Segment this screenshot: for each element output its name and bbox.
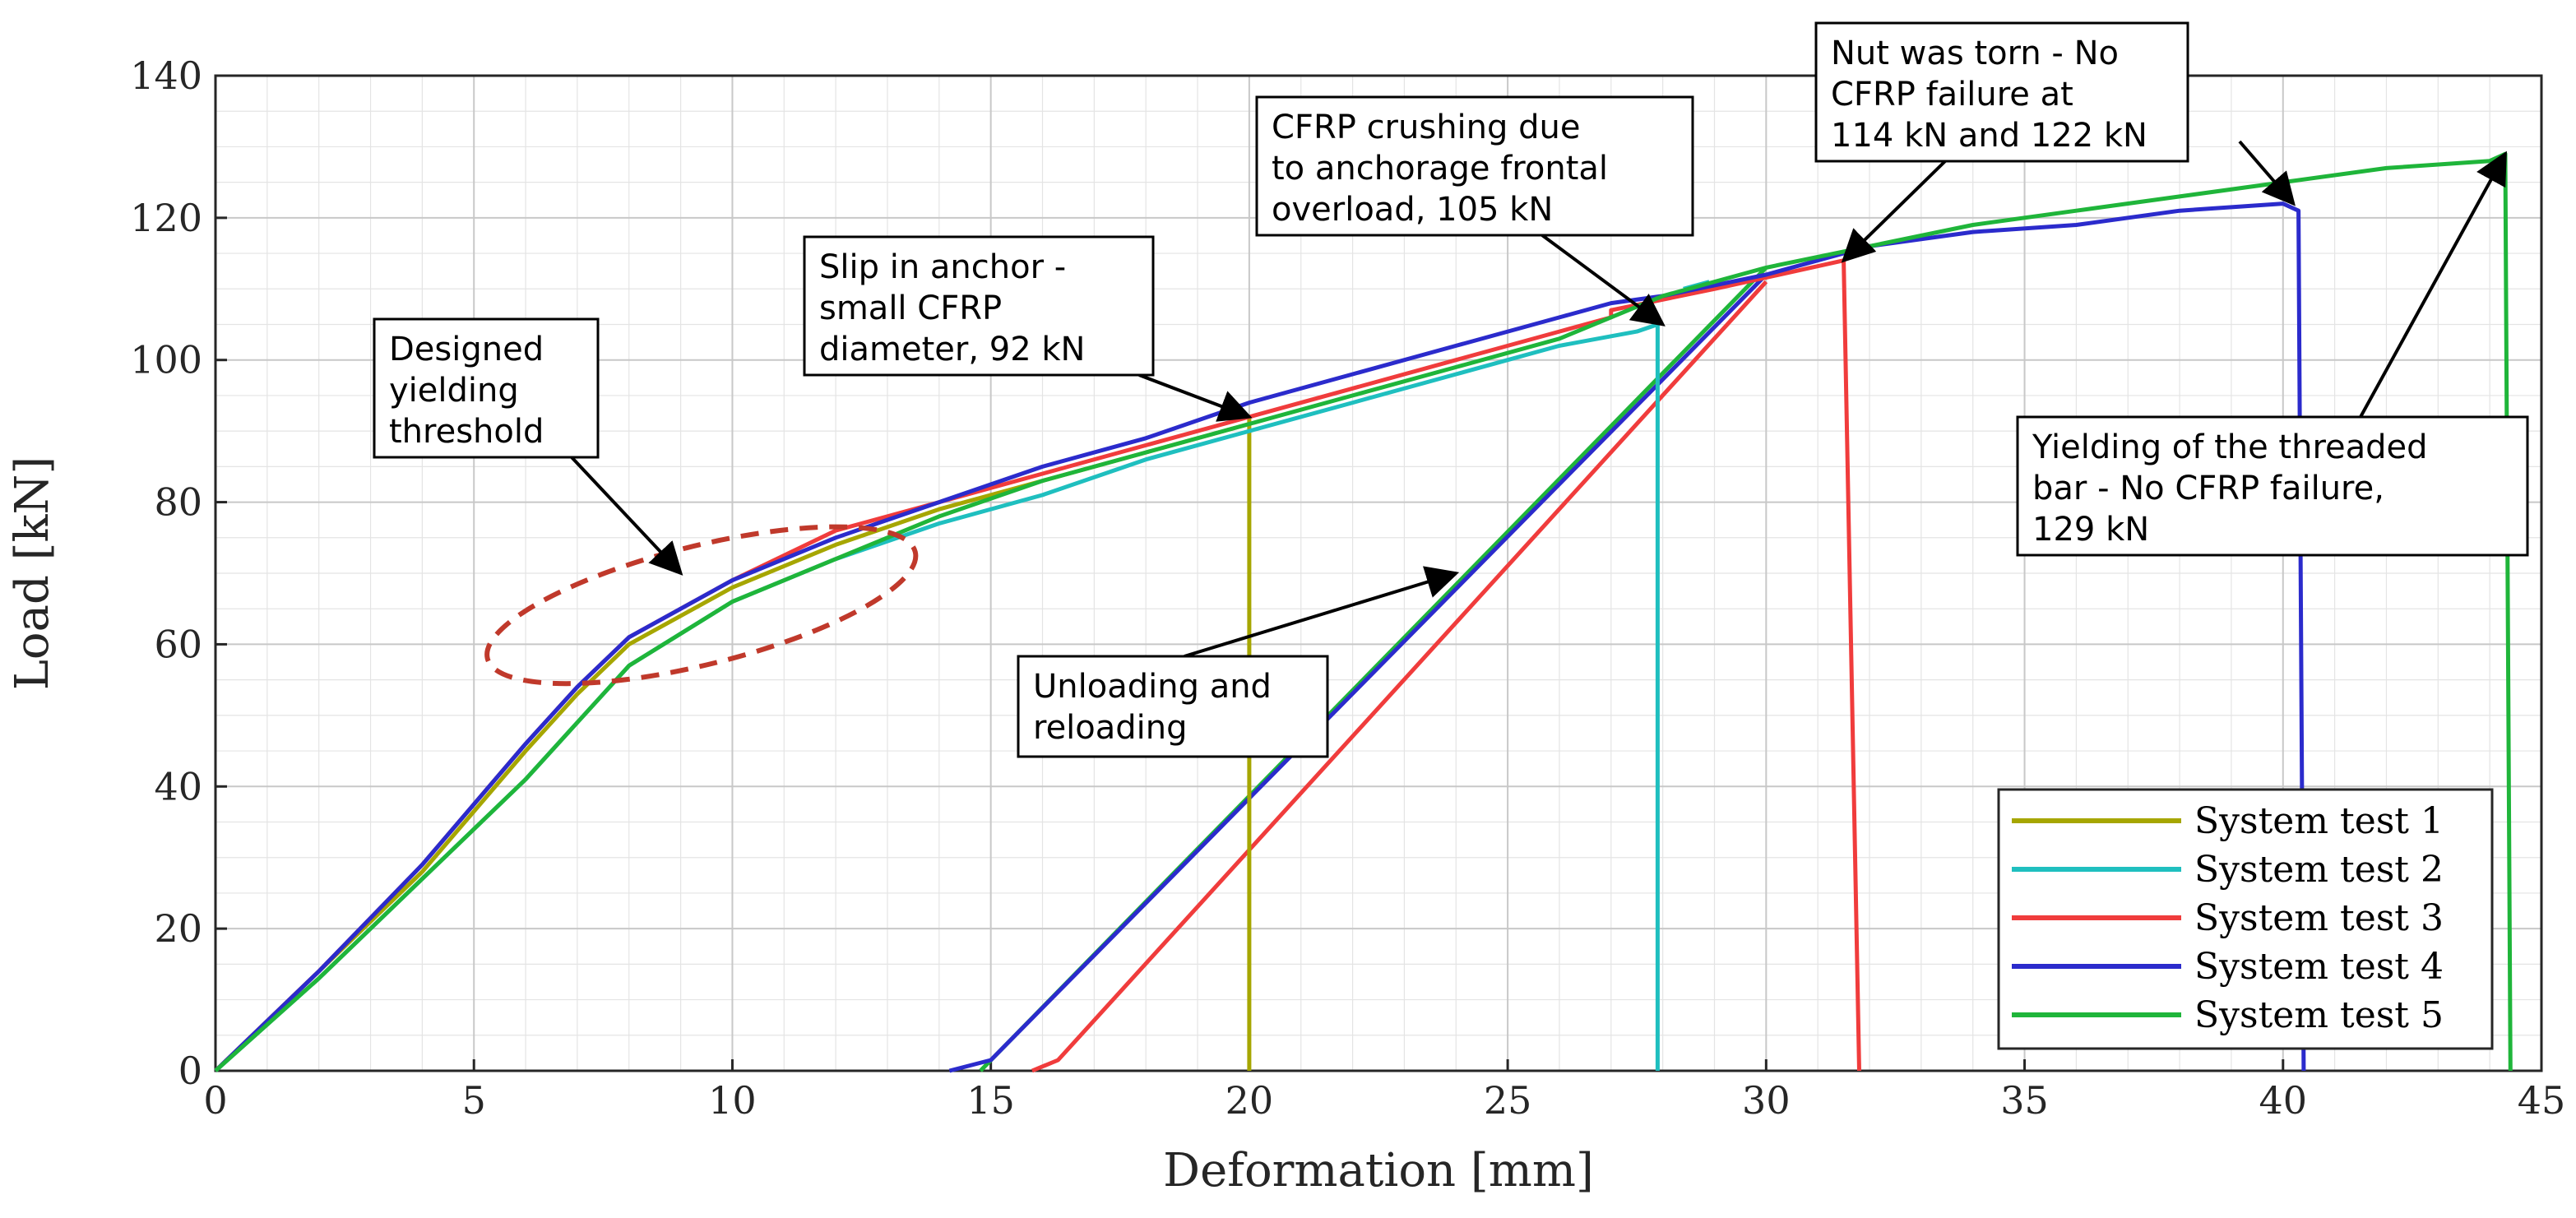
annotation-text: yielding [389, 372, 519, 410]
x-tick-label: 40 [2259, 1078, 2308, 1123]
annotation-text: CFRP crushing due [1272, 109, 1580, 146]
annotation-box [1017, 655, 1329, 758]
annotation-arrow [1184, 566, 1460, 658]
x-tick-label: 45 [2518, 1078, 2566, 1123]
annotation-arrow [570, 456, 683, 576]
annotation-arrow [1541, 234, 1666, 326]
x-tick-label: 30 [1742, 1078, 1791, 1123]
y-tick-label: 120 [130, 196, 202, 240]
tick-labels: 0 5 10 15 20 25 30 35 40 45 0 20 40 60 80 100 120 140 [130, 53, 2565, 1123]
annotation-text: CFRP failure at [1831, 76, 2073, 113]
annotation-text: Unloading and [1033, 668, 1272, 706]
x-axis-title: Deformation [mm] [1163, 1144, 1594, 1197]
x-tick-label: 0 [203, 1078, 227, 1123]
annotation-box [803, 235, 1155, 377]
legend-label: System test 3 [2194, 897, 2444, 939]
annotation-box [1255, 95, 1694, 237]
annotation-text: 129 kN [2032, 511, 2149, 549]
annotation-text: small CFRP [819, 289, 1002, 327]
legend-label: System test 2 [2194, 849, 2444, 891]
annotation-text: Designed [389, 331, 544, 368]
y-tick-label: 140 [130, 53, 202, 98]
y-tick-label: 60 [154, 622, 202, 666]
annotation-text: reloading [1033, 709, 1188, 747]
y-tick-label: 0 [178, 1049, 202, 1093]
annotation-box [373, 317, 600, 459]
x-tick-label: 10 [708, 1078, 757, 1123]
y-axis-title: Load [kN] [6, 456, 59, 691]
annotation-text: overload, 105 kN [1272, 191, 1553, 229]
annotation-arrows [570, 140, 2507, 658]
annotation-box [1814, 21, 2189, 163]
legend: System test 1 System test 2 System test 3 S… [1997, 788, 2494, 1050]
annotation-arrow [2359, 151, 2507, 418]
series-lines [214, 151, 2513, 1073]
annotation-arrow [2238, 140, 2296, 206]
plot-frame [214, 74, 2543, 1072]
x-tick-label: 20 [1225, 1078, 1274, 1123]
unload-reload-line [948, 273, 1768, 1073]
annotation-arrow [1841, 160, 1947, 263]
series-line-4 [214, 201, 2306, 1072]
y-tick-label: 80 [154, 480, 202, 525]
x-tick-label: 25 [1484, 1078, 1532, 1123]
x-tick-label: 35 [2000, 1078, 2049, 1123]
annotation-text: threshold [389, 413, 544, 451]
annotation-text: Slip in anchor - [819, 248, 1066, 286]
annotation-text: Nut was torn - No [1831, 35, 2119, 72]
x-tick-label: 5 [462, 1078, 486, 1123]
annotation-text: to anchorage frontal [1272, 150, 1608, 188]
annotation-box [2016, 415, 2529, 557]
annotation-text: bar - No CFRP failure, [2032, 470, 2384, 507]
y-tick-label: 20 [154, 906, 202, 951]
annotation-text: diameter, 92 kN [819, 331, 1085, 368]
annotation-arrow [1138, 373, 1253, 422]
legend-label: System test 1 [2194, 800, 2444, 842]
yield-ellipse [484, 524, 919, 687]
legend-label: System test 5 [2194, 994, 2444, 1036]
y-tick-label: 100 [130, 338, 202, 382]
annotation-text: Yielding of the threaded [2032, 428, 2428, 466]
x-tick-label: 15 [966, 1078, 1015, 1123]
annotation-text: 114 kN and 122 kN [1831, 117, 2147, 155]
unload-reload-line [1031, 280, 1768, 1073]
yield-threshold-ellipse [484, 524, 919, 687]
legend-label: System test 4 [2194, 946, 2444, 988]
y-tick-label: 40 [154, 764, 202, 808]
